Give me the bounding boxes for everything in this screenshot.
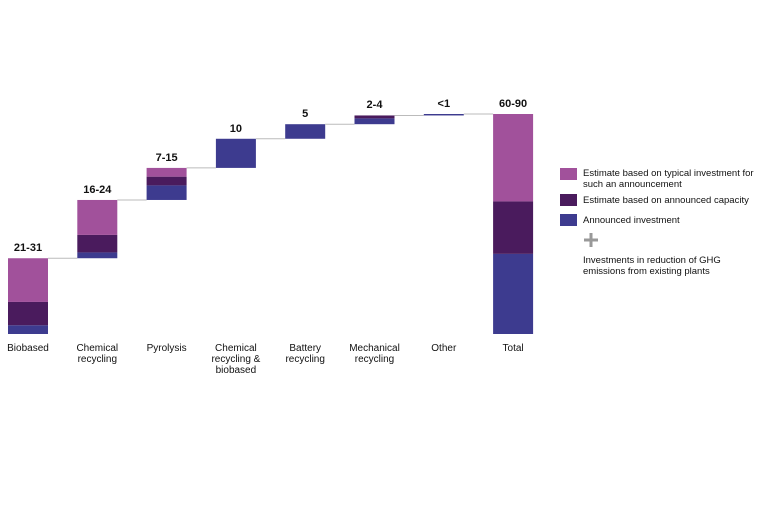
range-label: <1: [437, 98, 451, 110]
legend-label: Estimate based on typical investment for…: [583, 168, 754, 190]
bar-segment: [215, 138, 256, 168]
bar-segment: [8, 325, 48, 334]
x-tick-label: Chemical recycling & biobased: [211, 343, 261, 376]
plus-icon: [584, 233, 598, 247]
legend-swatch: [560, 194, 577, 206]
range-label: 16-24: [83, 183, 112, 196]
legend-swatch: [560, 168, 577, 180]
x-tick-label: Battery recycling: [285, 343, 325, 365]
bar-segment: [493, 114, 534, 202]
bar-segment: [423, 114, 464, 116]
bar-segment: [493, 253, 534, 334]
legend-label: Announced investment: [583, 215, 680, 226]
range-label: 21-31: [13, 242, 43, 255]
bar-segment: [77, 252, 118, 259]
x-tick-label: Total: [502, 343, 524, 354]
x-tick-label: Mechanical recycling: [349, 343, 400, 365]
bar-segment: [354, 118, 395, 125]
bar-segment: [493, 201, 534, 254]
x-tick-label: Other: [431, 343, 457, 354]
bar-segment: [77, 199, 118, 235]
bar-segment: [8, 258, 48, 302]
bar-segment: [146, 185, 187, 200]
x-tick-label: Pyrolysis: [146, 343, 187, 354]
bar-segment: [77, 234, 118, 253]
legend-label: Estimate based on announced capacity: [583, 195, 749, 206]
range-label: 10: [229, 122, 243, 135]
range-label: 2-4: [366, 99, 383, 112]
bar-segment: [285, 124, 326, 139]
range-label: 60-90: [499, 98, 528, 110]
bar-segment: [146, 176, 187, 186]
range-label: 5: [302, 108, 309, 121]
annotation: Investments in reduction of GHG emission…: [583, 255, 721, 277]
legend-swatch: [560, 214, 577, 226]
x-tick-label: Chemical recycling: [76, 343, 119, 365]
x-tick-label: Biobased: [7, 343, 49, 354]
bar-segment: [8, 301, 48, 326]
bar-segment: [146, 167, 187, 177]
range-label: 7-15: [155, 151, 178, 164]
bar-segment: [354, 115, 395, 119]
